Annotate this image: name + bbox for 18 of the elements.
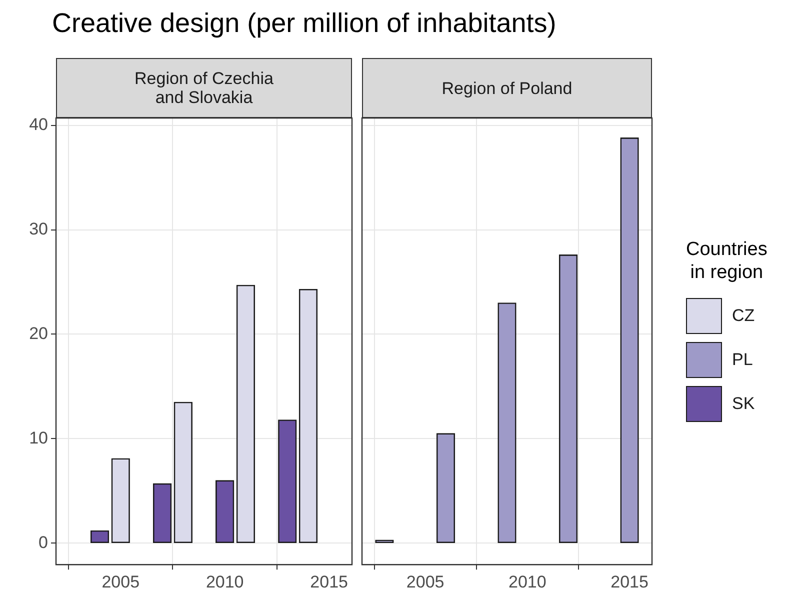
y-tick-label: 0: [38, 532, 48, 552]
y-tick-label: 40: [29, 115, 48, 134]
x-tick-label: 2005: [102, 572, 140, 592]
chart-subtitle: Region of Czechia and Slovakia: [56, 58, 352, 118]
legend-title: Countries in region: [686, 238, 768, 284]
x-tick-label: 2010: [206, 572, 244, 592]
legend-label: SK: [732, 394, 755, 414]
chart-subtitle: Region of Poland: [362, 58, 652, 118]
legend-label: CZ: [732, 306, 755, 326]
y-tick-label: 10: [29, 428, 48, 448]
x-tick-label: 2015: [610, 572, 648, 592]
x-tick-label: 2010: [508, 572, 546, 592]
x-tick-label: 2005: [406, 572, 444, 592]
legend-label: PL: [732, 350, 753, 370]
y-tick-label: 30: [29, 219, 48, 238]
x-tick-label: 2015: [310, 572, 348, 592]
y-tick-label: 20: [29, 324, 48, 343]
chart-title: Creative design (per million of inhabitants): [52, 8, 558, 40]
